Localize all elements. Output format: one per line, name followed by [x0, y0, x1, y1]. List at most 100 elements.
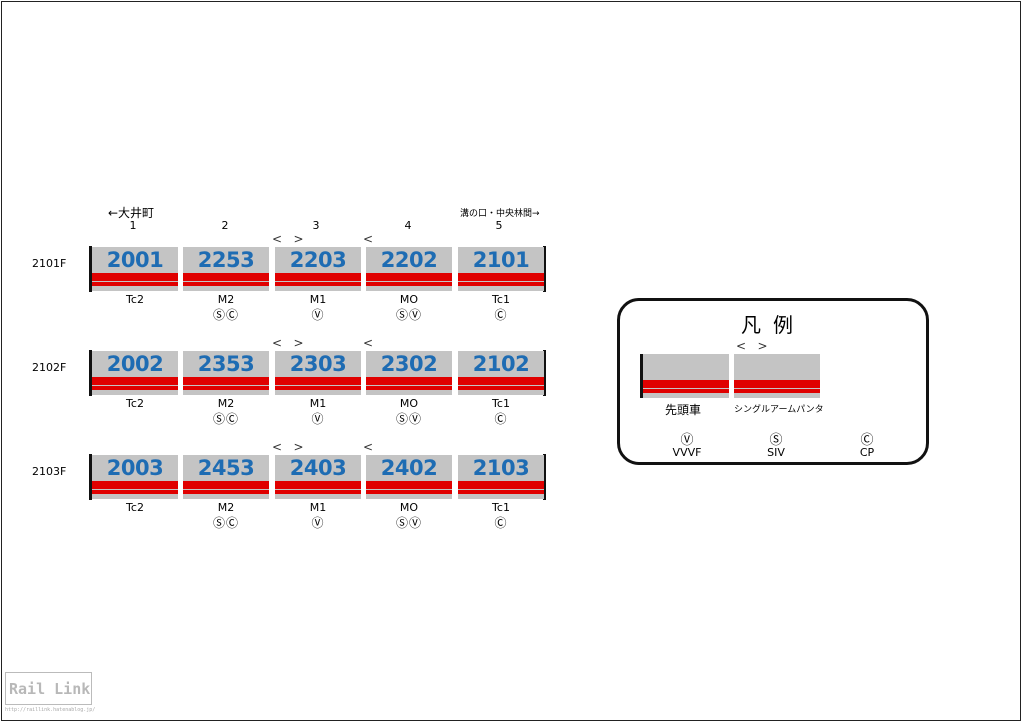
- car-number: 2453: [197, 456, 255, 480]
- car-number: 2403: [289, 456, 347, 480]
- car-number: 2402: [380, 456, 438, 480]
- car-stripe: [183, 377, 269, 385]
- car-position-2: 2: [221, 219, 229, 232]
- formation-left-end: [89, 350, 92, 396]
- car-type: Tc1: [492, 293, 510, 306]
- car-position-5: 5: [495, 219, 503, 232]
- equipment-icons: Ⓒ: [494, 516, 508, 530]
- equipment-icons: Ⓥ: [311, 308, 325, 322]
- car-stripe: [92, 273, 178, 281]
- car-stripe-lower: [183, 490, 269, 494]
- car-type: Tc1: [492, 397, 510, 410]
- car-stripe: [458, 481, 544, 489]
- car-type: M1: [309, 293, 327, 306]
- pantograph-icon: < >: [272, 336, 304, 350]
- car: 2403: [275, 455, 361, 499]
- car-stripe: [275, 377, 361, 385]
- car: 2353: [183, 351, 269, 395]
- car: 2103: [458, 455, 544, 499]
- legend-lead-car-end: [640, 354, 643, 398]
- car-number: 2202: [380, 248, 438, 272]
- legend-pantograph-icon: < >: [736, 339, 768, 353]
- formation-right-end: [543, 350, 546, 396]
- legend-pantograph-label: シングルアームパンタ: [734, 405, 824, 415]
- car-type: M2: [217, 397, 235, 410]
- formation-right-end: [543, 246, 546, 292]
- equipment-icons: ⓈⒸ: [212, 516, 239, 530]
- car: 2402: [366, 455, 452, 499]
- car: 2002: [92, 351, 178, 395]
- car-type: MO: [399, 293, 419, 306]
- car-stripe-lower: [92, 282, 178, 286]
- car-number: 2302: [380, 352, 438, 376]
- car-stripe-lower: [458, 386, 544, 390]
- car-type: Tc1: [492, 501, 510, 514]
- equipment-icons: ⓈⒸ: [212, 308, 239, 322]
- car-stripe: [366, 481, 452, 489]
- car-number: 2253: [197, 248, 255, 272]
- car-stripe: [183, 481, 269, 489]
- car: 2453: [183, 455, 269, 499]
- equipment-icons: Ⓒ: [494, 308, 508, 322]
- equipment-icons: ⓈⓋ: [395, 412, 422, 426]
- car-number: 2003: [106, 456, 164, 480]
- car-stripe-lower: [92, 386, 178, 390]
- car-stripe-lower: [458, 282, 544, 286]
- equipment-icons: Ⓥ: [311, 516, 325, 530]
- car-stripe: [366, 377, 452, 385]
- car: 2101: [458, 247, 544, 291]
- pantograph-icon: <: [363, 440, 374, 454]
- car-stripe-lower: [183, 386, 269, 390]
- car-position-1: 1: [129, 219, 137, 232]
- car-type: Tc2: [126, 397, 144, 410]
- car-stripe: [183, 273, 269, 281]
- car-type: M1: [309, 501, 327, 514]
- formation-name: 2101F: [32, 257, 67, 270]
- car-type: M2: [217, 501, 235, 514]
- car-stripe-lower: [366, 282, 452, 286]
- pantograph-icon: < >: [272, 232, 304, 246]
- legend-siv-icon: Ⓢ: [769, 433, 783, 448]
- legend-cp-icon: Ⓒ: [860, 433, 874, 448]
- car-number: 2002: [106, 352, 164, 376]
- pantograph-icon: < >: [272, 440, 304, 454]
- car-stripe: [92, 377, 178, 385]
- car-stripe-lower: [275, 282, 361, 286]
- equipment-icons: ⓈⓋ: [395, 308, 422, 322]
- car-position-4: 4: [404, 219, 412, 232]
- car-stripe: [92, 481, 178, 489]
- car-stripe: [458, 377, 544, 385]
- car-type: MO: [399, 397, 419, 410]
- legend-siv-label: SIV: [767, 446, 785, 459]
- car: 2303: [275, 351, 361, 395]
- car: 2001: [92, 247, 178, 291]
- car-stripe: [275, 273, 361, 281]
- legend-lead-car: [643, 354, 729, 398]
- equipment-icons: ⓈⓋ: [395, 516, 422, 530]
- car-position-3: 3: [312, 219, 320, 232]
- legend-box: 凡例 < > 先頭車 シングルアームパンタ Ⓥ VVVF Ⓢ SIV Ⓒ CP: [617, 298, 929, 465]
- car-type: Tc2: [126, 293, 144, 306]
- car-number: 2103: [472, 456, 530, 480]
- car-number: 2102: [472, 352, 530, 376]
- car-stripe-lower: [366, 490, 452, 494]
- car-number: 2303: [289, 352, 347, 376]
- formation-name: 2103F: [32, 465, 67, 478]
- car: 2302: [366, 351, 452, 395]
- car-type: Tc2: [126, 501, 144, 514]
- formation-left-end: [89, 454, 92, 500]
- car-stripe-lower: [366, 386, 452, 390]
- car: 2102: [458, 351, 544, 395]
- equipment-icons: ⓈⒸ: [212, 412, 239, 426]
- car-stripe-lower: [183, 282, 269, 286]
- car: 2253: [183, 247, 269, 291]
- legend-lead-car-label: 先頭車: [665, 403, 702, 417]
- car: 2003: [92, 455, 178, 499]
- car: 2202: [366, 247, 452, 291]
- car-type: M1: [309, 397, 327, 410]
- equipment-icons: Ⓒ: [494, 412, 508, 426]
- logo-text: Rail Link: [9, 680, 91, 698]
- legend-vvvf-icon: Ⓥ: [680, 433, 694, 448]
- logo-url: http://raillink.hatenablog.jp/: [5, 707, 96, 713]
